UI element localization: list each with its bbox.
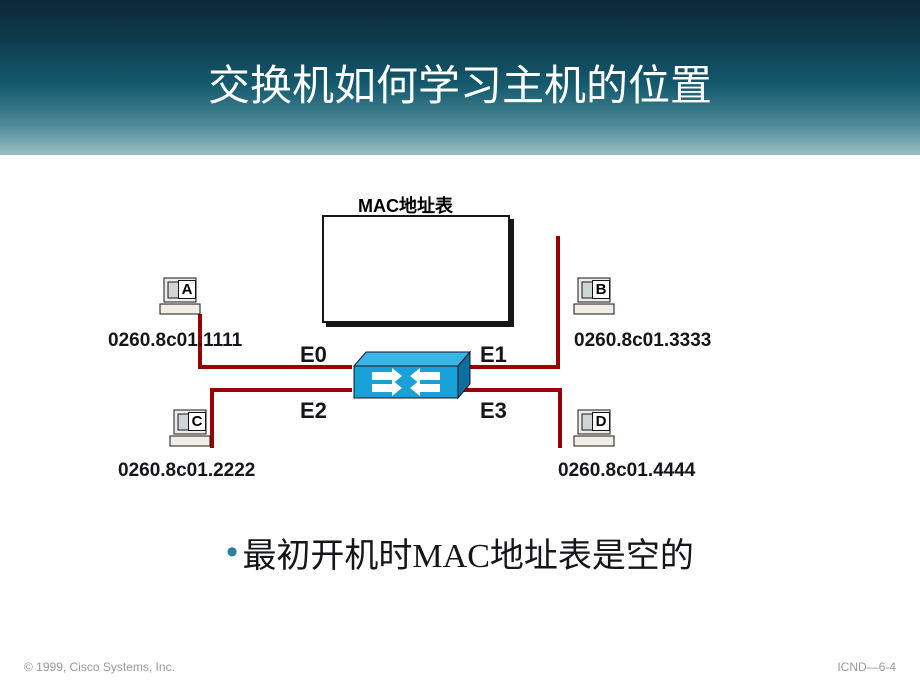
host-a-tag: A	[178, 280, 196, 299]
host-c-tag: C	[188, 412, 206, 431]
network-diagram: MAC地址表 E0 E1 E2 E3 A	[0, 190, 920, 510]
bullet-row: • 最初开机时MAC地址表是空的	[0, 528, 920, 577]
slide-title: 交换机如何学习主机的位置	[0, 52, 920, 113]
host-c-mac: 0260.8c01.2222	[118, 460, 255, 482]
host-b-mac: 0260.8c01.3333	[574, 330, 711, 352]
port-e1: E1	[480, 342, 507, 368]
host-d-tag: D	[592, 412, 610, 431]
host-a-mac: 0260.8c01.1111	[108, 330, 242, 352]
host-b-tag: B	[592, 280, 610, 299]
port-e3: E3	[480, 398, 507, 424]
host-d-mac: 0260.8c01.4444	[558, 460, 695, 482]
cable-c-e2	[212, 390, 352, 448]
footer-slide-number: ICND—6-4	[837, 660, 896, 674]
bullet-dot-icon: •	[226, 533, 238, 571]
switch-icon	[342, 348, 482, 418]
bullet-text: 最初开机时MAC地址表是空的	[242, 538, 693, 575]
port-e2: E2	[300, 398, 327, 424]
port-e0: E0	[300, 342, 327, 368]
slide-header: 交换机如何学习主机的位置	[0, 0, 920, 155]
mac-table-box	[322, 215, 510, 323]
footer-copyright: © 1999, Cisco Systems, Inc.	[24, 660, 175, 674]
slide: 交换机如何学习主机的位置 MAC地址表 E0 E1 E2	[0, 0, 920, 690]
